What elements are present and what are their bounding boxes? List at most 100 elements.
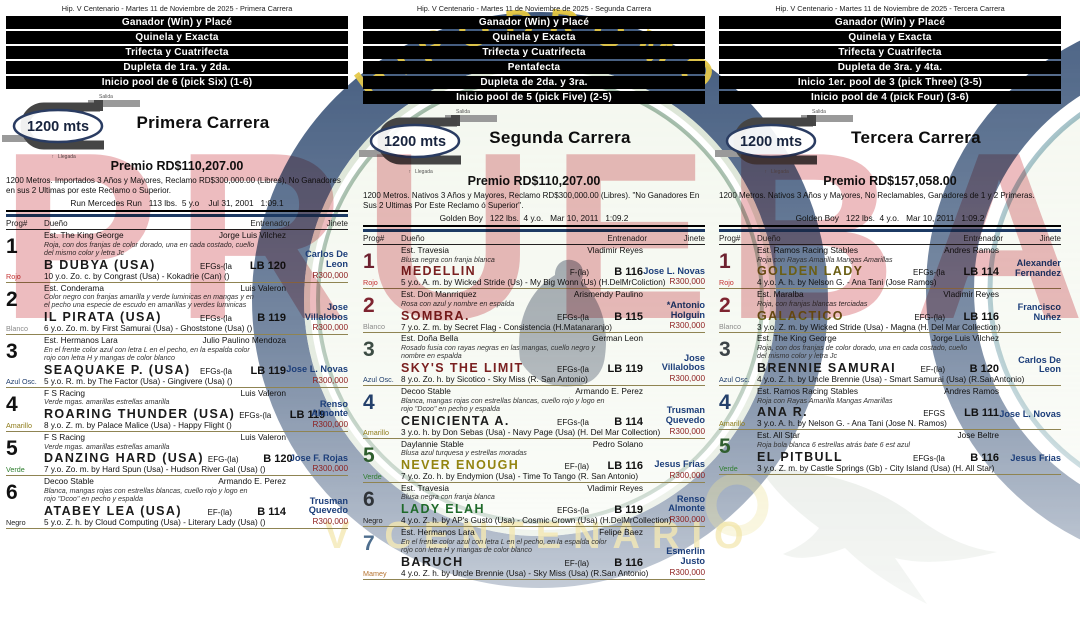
trainer-header: Entrenador <box>607 234 647 243</box>
horse-row: 2 Blanco Est. Don Manrriquez Arismendy P… <box>363 289 705 334</box>
post-color-label: Negro <box>363 516 383 526</box>
weight: B 120 <box>263 453 293 466</box>
track-chute-top <box>801 115 853 122</box>
distance-label: 1200 mts <box>384 134 446 150</box>
claim-price: R300,000 <box>312 323 348 333</box>
jockey-name: Francisco Nuñez <box>1017 302 1061 322</box>
jockey-name: Jose F. Rojas <box>289 452 348 463</box>
trainer-header: Entrenador <box>963 234 1003 243</box>
owner-name: Est. Travesia <box>401 245 449 255</box>
track-record: Run Mercedes Run 113 lbs. 5 y.o Jul 31, … <box>6 196 348 212</box>
jockey-name: Esmerlin Justo <box>666 546 705 567</box>
equipment-code: EFGs-(la <box>200 261 232 271</box>
program-number: 6 <box>363 487 375 511</box>
horse-row: 5 Verde Est. All Star Jose Beltre Roja b… <box>719 430 1061 475</box>
post-color-label: Amarillo <box>363 427 389 437</box>
llegada-arrow-icon: ↑ <box>409 169 412 175</box>
bet-type-bar: Inicio pool de 4 (pick Four) (3-6) <box>719 91 1061 104</box>
bet-type-bar: Quinela y Exacta <box>6 31 348 44</box>
track-chute-left <box>359 150 389 157</box>
trainer-name: Jorge Luis Vilchez <box>218 230 286 240</box>
trainer-name: Jose Beltre <box>957 430 999 441</box>
race-title: Tercera Carrera <box>851 128 981 147</box>
silks-description: En el frente color azul con letra L en e… <box>44 345 250 363</box>
llegada-label: Llegada <box>771 169 789 175</box>
jockey-name: Renso Almonte <box>311 398 348 419</box>
purse: Premio RD$157,058.00 <box>823 174 957 188</box>
owner-name: Decoo Stable <box>401 386 451 397</box>
claim-price: R300,000 <box>669 321 705 331</box>
horse-name: MEDELLIN <box>401 264 477 279</box>
owner-name: Est. The King George <box>757 333 837 344</box>
owner-header: Dueño <box>44 219 68 228</box>
horse-row: 4 Amarillo Est. Ramos Racing Stables And… <box>719 386 1061 431</box>
owner-name: F S Racing <box>44 432 86 443</box>
program-number: 2 <box>6 287 18 311</box>
program-number: 3 <box>719 338 731 362</box>
track-record: Golden Boy 122 lbs. 4 y.o. Mar 10, 2011 … <box>363 211 705 227</box>
horse-row: 5 Verde Daylannie Stable Pedro Solano Bl… <box>363 439 705 483</box>
jockey-header: Jinete <box>683 234 705 243</box>
track-chute-top <box>88 100 140 107</box>
jockey-name: Jose L. Novas <box>999 408 1061 419</box>
horse-row: 2 Blanco Est. Conderama Luis Valeron Col… <box>6 283 348 336</box>
prog-header: Prog# <box>6 219 28 228</box>
program-header: Hip. V Centenario - Martes 11 de Noviemb… <box>416 4 652 13</box>
trainer-name: Andres Ramos <box>944 386 999 397</box>
horse-row: 7 Mamey Est. Hermanos Lara Felipe Baez E… <box>363 527 705 580</box>
weight: LB 116 <box>963 310 999 323</box>
claim-price: R300,000 <box>669 515 705 525</box>
owner-header: Dueño <box>401 234 425 243</box>
horse-name: LADY ELAH <box>401 502 485 517</box>
claim-price: R300,000 <box>669 374 705 384</box>
distance-label: 1200 mts <box>27 119 89 135</box>
owner-name: Est. Doña Bella <box>401 333 459 344</box>
race-title: Primera Carrera <box>136 113 270 132</box>
horse-row: 6 Negro Decoo Stable Armando E. Perez Bl… <box>6 476 348 529</box>
weight: B 120 <box>969 363 999 376</box>
trainer-name: Julio Paulino Mendoza <box>202 335 286 346</box>
trainer-header: Entrenador <box>250 219 290 228</box>
track-diagram: Salida 1200 mts ↑ Llegada <box>359 109 497 175</box>
bet-type-bar: Pentafecta <box>363 61 705 74</box>
seal-horse-emblem <box>519 259 606 387</box>
horse-name: SEAQUAKE P. (USA) <box>44 362 191 377</box>
race-title: Segunda Carrera <box>489 128 631 147</box>
salida-label: Salida <box>99 94 113 100</box>
distance-label: 1200 mts <box>740 134 802 150</box>
pedigree: 7 y.o. Z. m. by Secret Flag - Consistenc… <box>401 322 612 332</box>
bet-type-bar: Ganador (Win) y Placé <box>6 16 348 29</box>
race-head: Salida 1200 mts ↑ Llegada Tercera Carrer… <box>715 106 1061 175</box>
silks-description: Rosa con azul y nombre en espalda <box>401 299 515 308</box>
silks-description: Verde mgas. amarillas estrellas amarilla <box>44 442 170 451</box>
trainer-name: Luis Valeron <box>240 282 286 293</box>
horse-name: GALACTICO <box>757 308 844 323</box>
track-chute-top <box>445 115 497 122</box>
program-number: 2 <box>719 294 731 318</box>
silks-description: Blusa negra con franja blanca <box>401 493 495 502</box>
pedigree: 4 y.o. Z. h. by AP's Gusto (Usa) - Cosmi… <box>401 516 672 526</box>
jockey-name: Jose L. Novas <box>643 265 705 276</box>
pedigree: 7 y.o. Zo. m. by Hard Spun (Usa) - Hudso… <box>44 465 266 475</box>
weight: B 116 <box>614 266 643 279</box>
claim-price: R300,000 <box>312 375 348 385</box>
program-number: 1 <box>363 250 375 273</box>
equipment-code: EFGs-(la <box>200 314 232 324</box>
silks-description: En el frente color azul con letra L en e… <box>401 537 607 555</box>
program-number: 5 <box>719 435 731 459</box>
llegada-label: Llegada <box>58 154 76 160</box>
silks-description: Roja bola blanca 6 estrellas atrás bate … <box>757 440 911 449</box>
jockey-name: Jose L. Novas <box>286 364 348 375</box>
jockey-name: Jesus Frias <box>1010 452 1061 463</box>
weight: B 116 <box>614 556 643 569</box>
claim-price: R300,000 <box>312 420 348 430</box>
equipment-code: EF-(la) <box>920 365 945 375</box>
program-number: 4 <box>719 391 731 415</box>
equipment-code: EFG-(la) <box>207 455 239 465</box>
weight: B 114 <box>614 415 643 428</box>
program-number: 5 <box>6 437 18 461</box>
post-color-label: Blanco <box>6 324 28 334</box>
jockey-name: Jose Villalobos <box>661 352 705 373</box>
pedigree: 10 y.o. Zo. c. by Congrast (Usa) - Kokad… <box>44 271 230 281</box>
horse-row: 1 Rojo Est. The King George Jorge Luis V… <box>6 230 348 283</box>
